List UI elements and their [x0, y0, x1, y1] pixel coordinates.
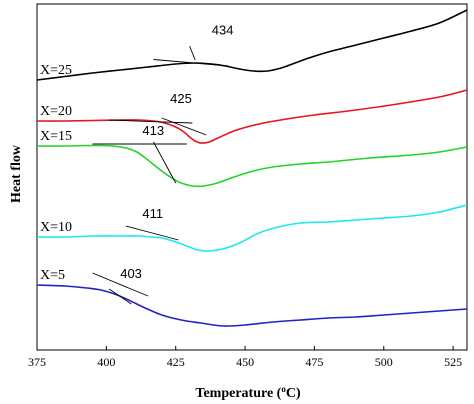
onset-tangent-line: [92, 272, 149, 297]
series-layer: [36, 9, 468, 327]
onset-tangent-line: [153, 59, 229, 67]
onset-pointer-line: [153, 141, 177, 184]
x-tick-label: 475: [305, 355, 323, 369]
x-tick-label: 425: [167, 355, 185, 369]
onset-tangent-line: [125, 225, 179, 241]
x-tick-label: 375: [28, 355, 46, 369]
series-label-x-15: X=15: [40, 129, 72, 144]
onset-label: 403: [120, 266, 142, 281]
series-label-x-10: X=10: [40, 220, 72, 235]
series-line-x-5: [36, 284, 468, 327]
x-tick-label: 450: [236, 355, 254, 369]
onset-label: 413: [142, 123, 164, 138]
series-line-x-25: [36, 9, 468, 81]
series-line-x-10: [36, 204, 468, 252]
x-tick-label: 400: [97, 355, 115, 369]
onset-tangent-line: [109, 119, 193, 124]
x-axis-title: Temperature (oC): [195, 384, 301, 401]
onset-label: 434: [212, 23, 234, 38]
series-label-x-20: X=20: [40, 104, 72, 119]
onset-label: 425: [170, 91, 192, 106]
x-tick-label: 525: [444, 355, 462, 369]
plot-frame: [36, 3, 468, 351]
onset-annotations: 434 425 413 411 403: [92, 23, 233, 305]
series-line-x-15: [36, 144, 468, 188]
y-axis-title: Heat flow: [9, 144, 24, 203]
series-label-x-5: X=5: [40, 268, 65, 283]
series-label-x-25: X=25: [40, 63, 72, 78]
series-labels: X=25 X=20 X=15 X=10 X=5: [40, 63, 72, 283]
x-tick-label: 500: [375, 355, 393, 369]
onset-pointer-line: [189, 45, 196, 61]
x-axis-ticks: 375 400 425 450 475 500 525: [28, 346, 462, 369]
series-line-x-20: [36, 89, 468, 144]
onset-pointer-line: [108, 288, 132, 305]
onset-pointer-line: [161, 117, 207, 136]
onset-label: 411: [142, 206, 163, 221]
